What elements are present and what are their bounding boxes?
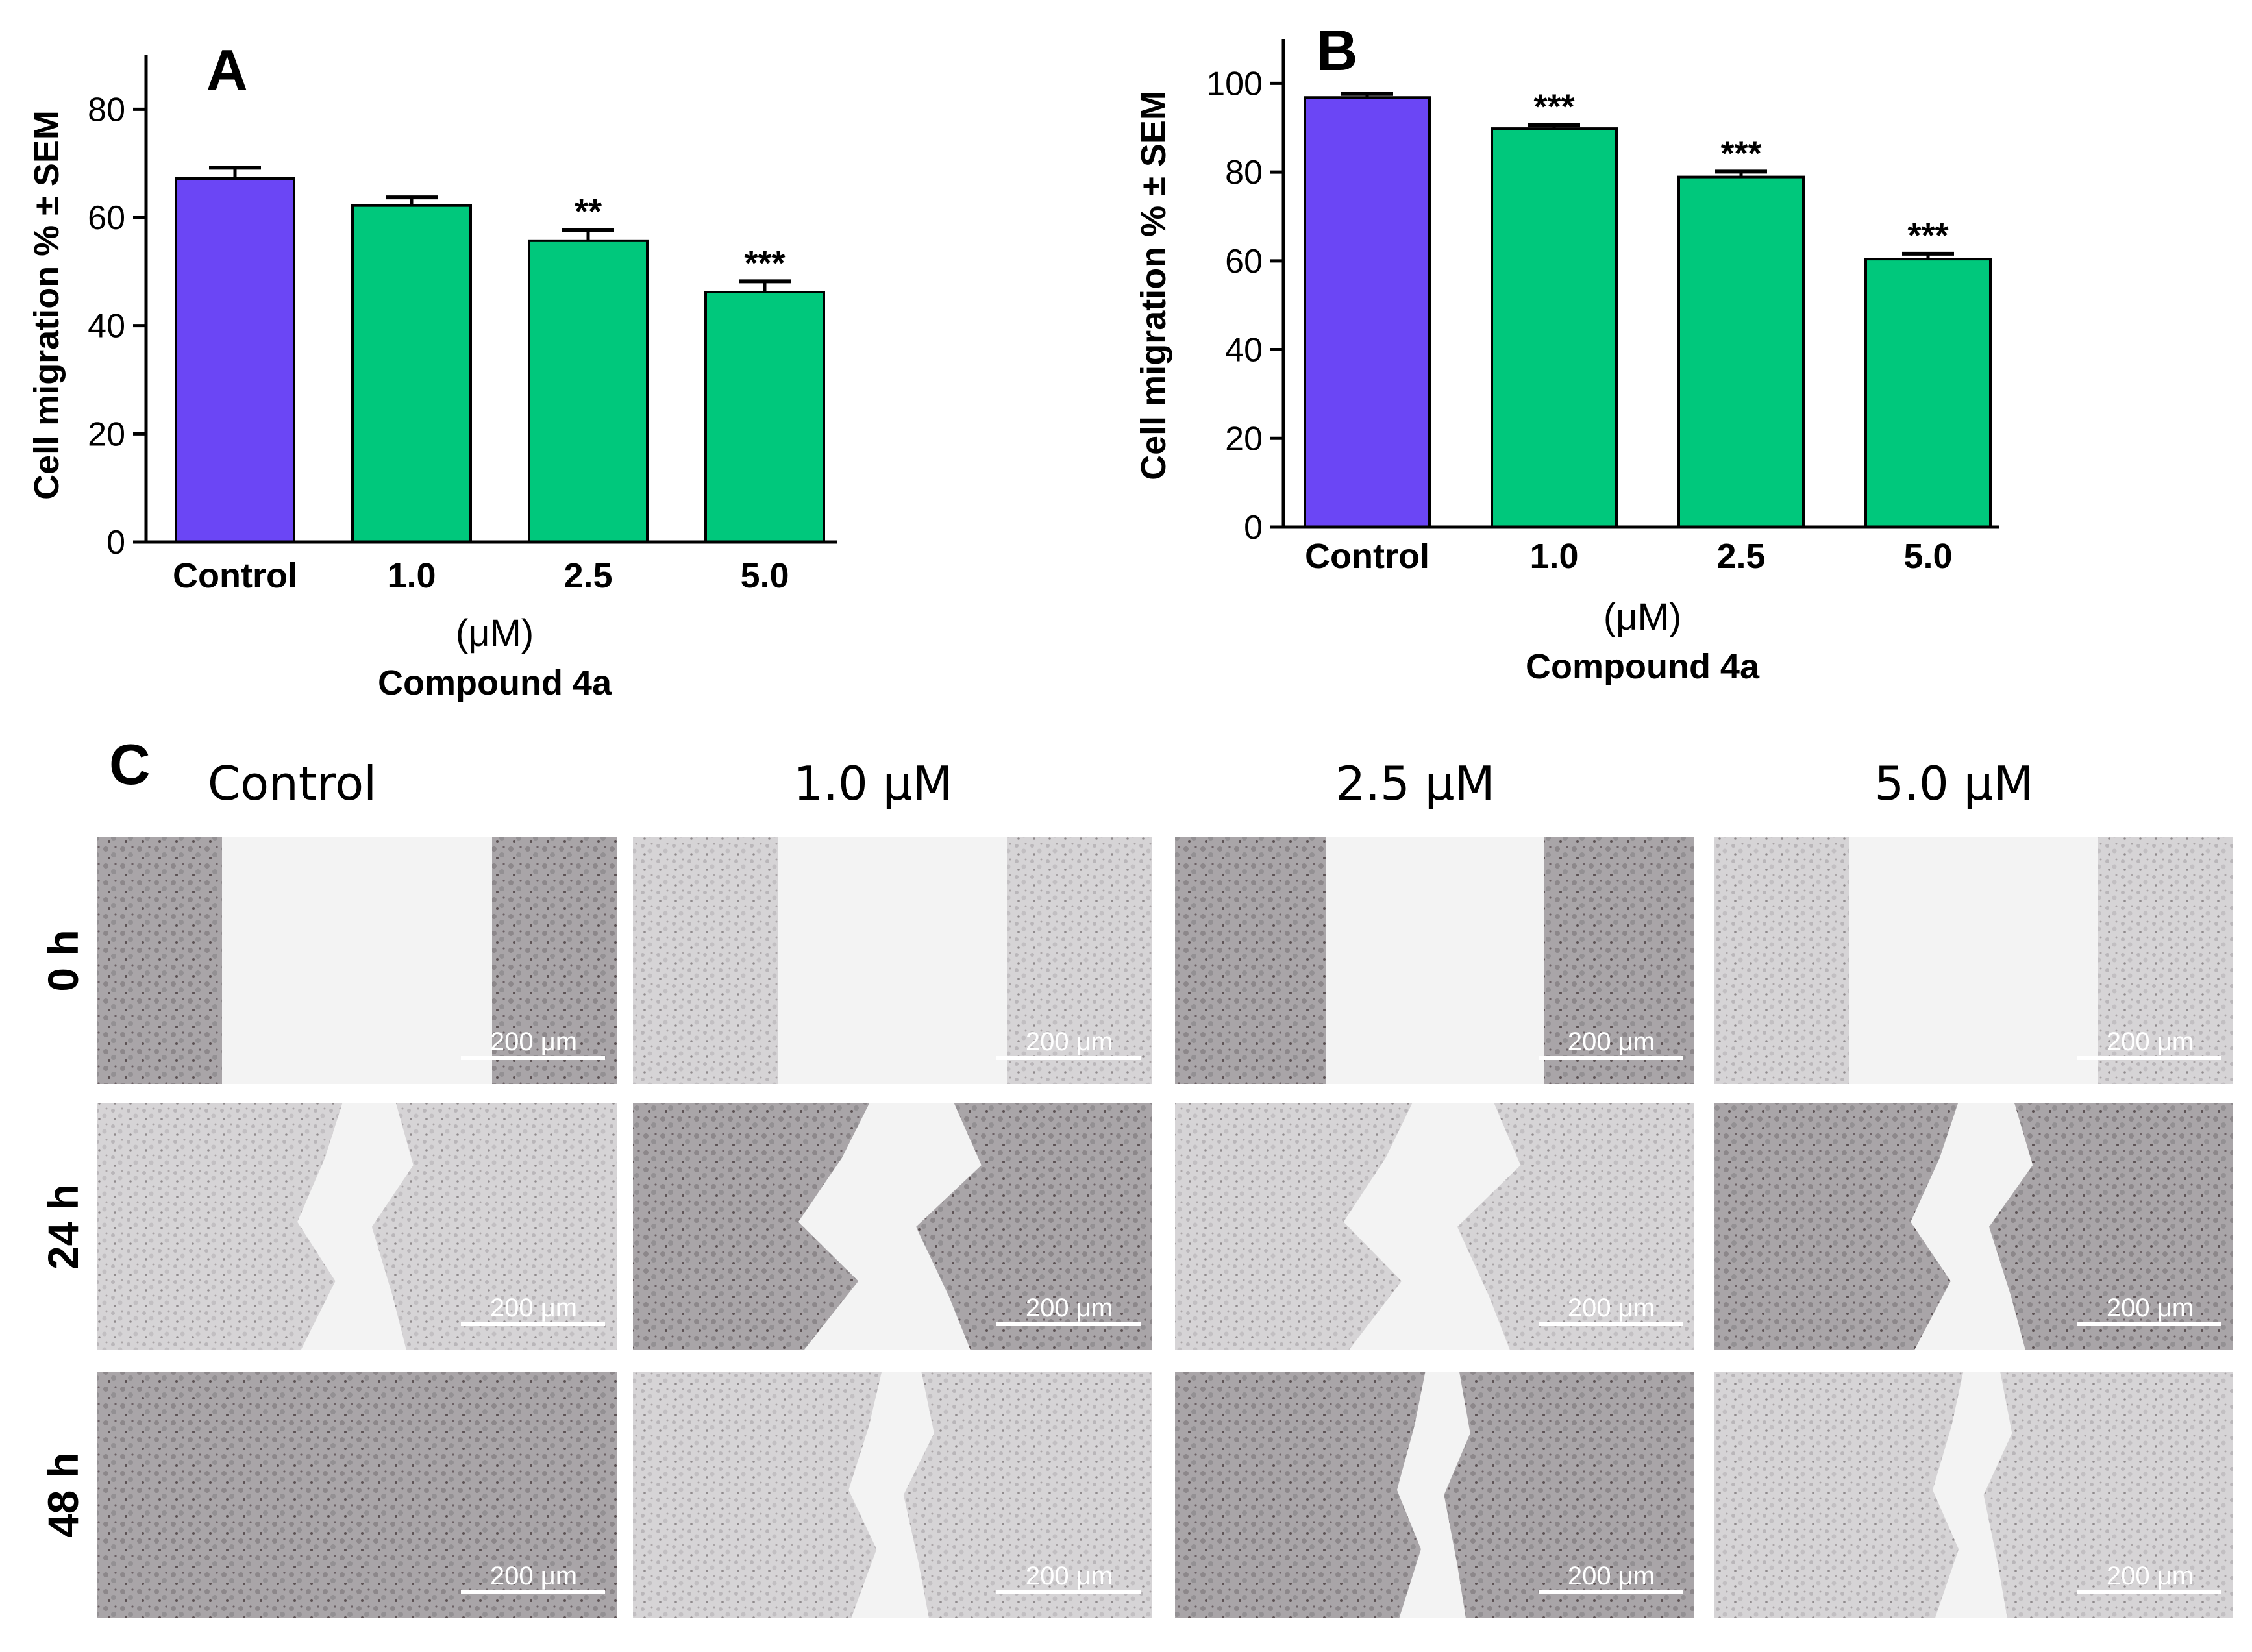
y-tick-label-a: 80 bbox=[88, 91, 125, 129]
bar-b-3 bbox=[1864, 258, 1992, 528]
scale-bar-label: 200 μm bbox=[1026, 1294, 1113, 1322]
category-label-b-1: 1.0 bbox=[1529, 537, 1578, 576]
scratch-gap bbox=[1396, 1372, 1470, 1618]
micrograph: 200 μm bbox=[633, 1372, 1152, 1618]
panel-label-b: B bbox=[1317, 18, 1358, 82]
category-label-a-1: 1.0 bbox=[387, 556, 436, 595]
scale-bar-label: 200 μm bbox=[1568, 1028, 1655, 1056]
scale-bar-label: 200 μm bbox=[1568, 1562, 1655, 1590]
panel-label-c: C bbox=[109, 732, 151, 796]
column-header-0: Control bbox=[208, 756, 377, 811]
scale-bar-label: 200 μm bbox=[490, 1028, 577, 1056]
scale-bar-label: 200 μm bbox=[490, 1562, 577, 1590]
scratch-gap bbox=[1911, 1103, 2033, 1350]
bar-b-2 bbox=[1677, 175, 1805, 528]
scale-bar-label: 200 μm bbox=[1026, 1028, 1113, 1056]
significance-label-a-3: *** bbox=[744, 243, 785, 282]
micrograph: 200 μm bbox=[633, 837, 1152, 1084]
y-tick-label-a: 0 bbox=[106, 524, 125, 561]
scratch-gap bbox=[1343, 1103, 1521, 1350]
category-label-b-3: 5.0 bbox=[1903, 537, 1952, 576]
y-tick-label-b: 100 bbox=[1206, 65, 1263, 103]
x-axis-unit-a: (μM) bbox=[456, 612, 534, 654]
category-label-a-0: Control bbox=[173, 556, 297, 595]
y-axis-title-a: Cell migration % ± SEM bbox=[27, 110, 66, 500]
micrograph: 200 μm bbox=[633, 1103, 1152, 1350]
bar-b-1 bbox=[1491, 127, 1618, 528]
micrograph: 200 μm bbox=[1714, 1103, 2233, 1350]
y-tick-label-a: 60 bbox=[88, 199, 125, 237]
row-header-2: 48 h bbox=[39, 1452, 87, 1538]
x-axis-title-b: Compound 4a bbox=[1526, 647, 1760, 686]
scratch-gap bbox=[1849, 837, 2098, 1084]
category-label-a-2: 2.5 bbox=[563, 556, 612, 595]
cell-monolayer bbox=[97, 1372, 617, 1618]
y-tick-label-a: 40 bbox=[88, 308, 125, 345]
y-tick-label-b: 0 bbox=[1244, 509, 1263, 547]
scratch-gap bbox=[778, 837, 1007, 1084]
bar-a-2 bbox=[528, 239, 649, 543]
micrograph: 200 μm bbox=[1175, 1372, 1694, 1618]
scratch-gap bbox=[297, 1103, 414, 1350]
x-axis-title-a: Compound 4a bbox=[378, 663, 612, 702]
column-header-1: 1.0 μM bbox=[793, 756, 952, 811]
micrograph: 200 μm bbox=[1175, 1103, 1694, 1350]
y-tick-label-b: 40 bbox=[1225, 332, 1263, 369]
significance-label-b-1: *** bbox=[1533, 88, 1574, 127]
scale-bar-label: 200 μm bbox=[2107, 1028, 2194, 1056]
y-axis-title-b: Cell migration % ± SEM bbox=[1134, 91, 1173, 480]
micrograph: 200 μm bbox=[1175, 837, 1694, 1084]
micrograph: 200 μm bbox=[97, 1103, 617, 1350]
bar-b-0 bbox=[1304, 96, 1431, 529]
scale-bar-label: 200 μm bbox=[1026, 1562, 1113, 1590]
panel-label-a: A bbox=[206, 38, 248, 102]
y-tick-label-b: 80 bbox=[1225, 154, 1263, 191]
column-header-3: 5.0 μM bbox=[1874, 756, 2033, 811]
scratch-gap bbox=[798, 1103, 982, 1350]
significance-label-b-2: *** bbox=[1720, 134, 1761, 173]
scratch-gap bbox=[848, 1372, 934, 1618]
scratch-gap bbox=[1326, 837, 1544, 1084]
chart-a: A Cell migration % ± SEM 0 20 40 60 80 Contr… bbox=[27, 38, 837, 702]
scale-bar-label: 200 μm bbox=[2107, 1294, 2194, 1322]
micrograph: 200 μm bbox=[97, 837, 617, 1084]
scale-bar-label: 200 μm bbox=[490, 1294, 577, 1322]
y-tick-label-a: 20 bbox=[88, 415, 125, 453]
scale-bar-label: 200 μm bbox=[2107, 1562, 2194, 1590]
micrograph: 200 μm bbox=[97, 1372, 617, 1618]
significance-label-b-3: *** bbox=[1907, 216, 1948, 255]
y-tick-label-b: 20 bbox=[1225, 420, 1263, 458]
bar-a-3 bbox=[704, 291, 825, 543]
x-axis-unit-b: (μM) bbox=[1603, 596, 1681, 638]
category-label-b-2: 2.5 bbox=[1716, 537, 1765, 576]
column-header-2: 2.5 μM bbox=[1335, 756, 1494, 811]
micrograph: 200 μm bbox=[1714, 837, 2233, 1084]
scratch-gap bbox=[222, 837, 492, 1084]
micrograph: 200 μm bbox=[1714, 1372, 2233, 1618]
panel-c: C Control 1.0 μM 2.5 μM 5.0 μM 0 h 24 h 48 h 2… bbox=[39, 732, 2233, 1618]
significance-label-a-2: ** bbox=[575, 192, 602, 231]
y-tick-label-b: 60 bbox=[1225, 243, 1263, 280]
row-header-1: 24 h bbox=[39, 1184, 87, 1270]
category-label-a-3: 5.0 bbox=[740, 556, 789, 595]
scale-bar-label: 200 μm bbox=[1568, 1294, 1655, 1322]
chart-b: B Cell migration % ± SEM 0 20 40 60 80 100 Co… bbox=[1134, 18, 1999, 686]
bar-a-0 bbox=[175, 177, 295, 543]
scratch-gap bbox=[1933, 1372, 2012, 1618]
bar-a-1 bbox=[351, 204, 472, 543]
category-label-b-0: Control bbox=[1305, 537, 1429, 576]
row-header-0: 0 h bbox=[39, 930, 87, 991]
